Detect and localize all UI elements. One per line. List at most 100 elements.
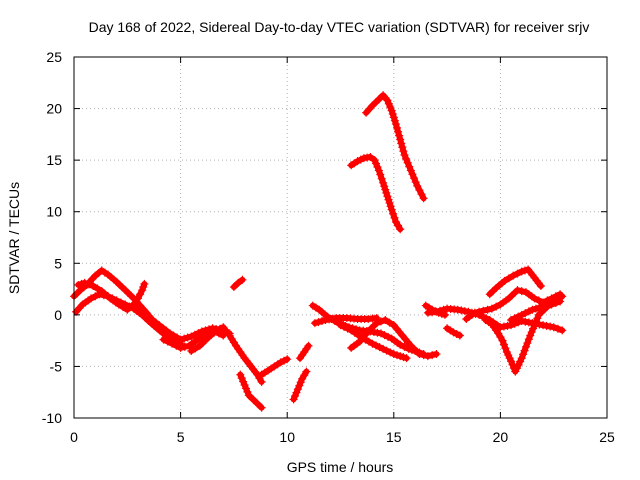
series-track-c [74,278,149,314]
data-point [413,181,422,190]
data-point [374,95,383,104]
data-point [513,286,522,295]
data-point [368,339,377,348]
data-point [542,321,551,330]
series-track-f [187,323,266,386]
data-point [460,307,469,316]
data-point [455,331,464,340]
data-point [428,351,437,360]
data-point [375,343,384,352]
data-point [386,348,395,357]
data-point [402,154,411,163]
data-point [531,317,540,326]
data-point [249,395,258,404]
data-point [390,213,399,222]
data-point [394,127,403,136]
data-point [187,332,196,341]
series-track-i [257,355,292,379]
data-point [556,297,565,306]
data-point [381,316,390,325]
data-point [295,381,304,390]
data-point [168,339,177,348]
data-point [513,269,522,278]
series-track-w [485,265,545,299]
data-point [520,346,529,355]
data-point [528,305,537,314]
data-point [180,334,189,343]
data-point [521,317,530,326]
data-point [546,322,555,331]
data-point [364,337,373,346]
data-point [377,329,386,338]
data-point [373,163,382,172]
data-point [551,298,560,307]
data-point [533,314,542,323]
data-point [376,170,385,179]
data-point [432,350,441,359]
series-track-q [362,91,428,203]
data-point [432,307,441,316]
data-point [377,174,386,183]
data-point [328,314,337,323]
data-point [229,283,238,292]
data-point [377,317,386,326]
data-point [507,357,516,366]
data-point [527,328,536,337]
data-point [419,351,428,360]
data-point [384,332,393,341]
data-point [382,346,391,355]
data-point [435,306,444,315]
data-point [384,99,393,108]
data-point [415,350,424,359]
data-point [504,274,513,283]
data-point [236,370,245,379]
series-track-g [229,275,247,292]
data-point [379,178,388,187]
data-point [398,143,407,152]
data-point [388,109,397,118]
data-point [241,384,250,393]
data-point [163,337,172,346]
data-point [93,284,102,293]
x-tick-label: 15 [386,429,402,445]
series-track-h [236,370,266,412]
data-point [304,341,313,350]
data-point [370,156,379,165]
data-point [503,321,512,330]
data-point [183,333,192,342]
data-point [439,305,448,314]
data-point [380,182,389,191]
data-point [517,310,526,319]
data-point [479,306,488,315]
data-point [558,292,567,301]
data-point [511,367,520,376]
data-point [397,139,406,148]
data-point [411,178,420,187]
data-point [336,321,345,330]
data-point [176,335,185,344]
data-point [253,399,262,408]
data-point [340,322,349,331]
data-point [187,346,196,355]
data-point [536,281,545,290]
y-tick-label: 5 [54,255,62,271]
data-point [243,387,252,396]
data-point [234,278,243,287]
data-point [543,301,552,310]
series-track-m [310,313,381,328]
data-point [521,342,530,351]
data-point [380,331,389,340]
data-point [89,281,98,290]
data-point [314,318,323,327]
data-point [457,306,466,315]
data-point [507,316,516,325]
data-point [257,403,266,412]
data-point [539,321,548,330]
data-point [244,391,253,400]
data-point [423,352,432,361]
data-point [389,209,398,218]
data-point [385,198,394,207]
y-tick-label: 25 [46,49,62,65]
data-point [500,276,509,285]
